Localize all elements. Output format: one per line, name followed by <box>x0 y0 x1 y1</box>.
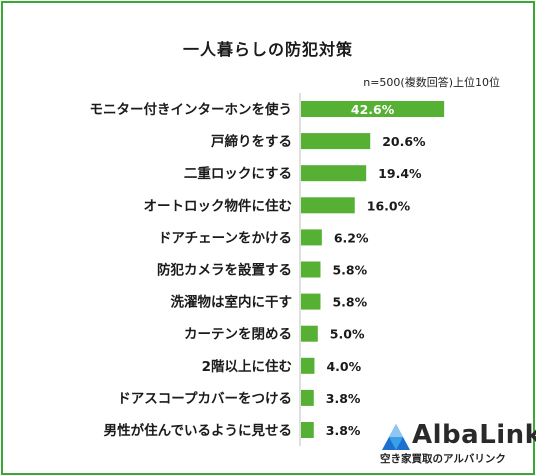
logo-tagline: 空き家買取のアルバリンク <box>380 453 506 465</box>
bar <box>301 165 367 182</box>
category-label: 男性が住んでいるように見せる <box>104 422 292 439</box>
bar <box>301 261 321 278</box>
bar <box>301 293 321 310</box>
value-label: 5.8% <box>332 263 367 278</box>
bar <box>301 357 315 374</box>
sample-note: n=500(複数回答)上位10位 <box>363 76 500 89</box>
albalink-logo: AlbaLink 空き家買取のアルバリンク <box>380 420 536 468</box>
bar <box>301 422 314 438</box>
category-label: 洗濯物は室内に干す <box>171 294 293 311</box>
bar <box>301 101 445 117</box>
category-label: 防犯カメラを設置する <box>157 262 292 279</box>
chart-title: 一人暮らしの防犯対策 <box>182 40 353 59</box>
category-label: ドアチェーンをかける <box>158 230 292 246</box>
value-label: 20.6% <box>382 134 426 149</box>
value-label: 3.8% <box>326 391 361 406</box>
bar <box>301 133 371 150</box>
value-label: 19.4% <box>378 166 422 181</box>
value-label: 16.0% <box>367 198 411 213</box>
category-label: 戸締りをする <box>211 133 292 150</box>
category-label: 2階以上に住む <box>202 358 292 375</box>
bar <box>301 197 355 214</box>
value-label: 42.6% <box>351 102 395 117</box>
category-label: カーテンを閉める <box>184 327 292 343</box>
value-label: 6.2% <box>334 230 369 245</box>
value-label: 3.8% <box>326 423 361 438</box>
bar <box>301 229 322 246</box>
value-label: 4.0% <box>326 359 361 374</box>
category-label: モニター付きインターホンを使う <box>90 101 293 118</box>
category-label: オートロック物件に住む <box>144 197 293 214</box>
category-label: 二重ロックにする <box>184 165 292 182</box>
value-label: 5.0% <box>330 327 365 342</box>
albalink-logo-mark-icon <box>382 424 410 450</box>
logo-wordmark: AlbaLink <box>412 420 536 450</box>
bar <box>301 389 314 406</box>
value-label: 5.8% <box>332 295 367 310</box>
category-label: ドアスコープカバーをつける <box>117 391 292 407</box>
bar <box>301 325 318 342</box>
